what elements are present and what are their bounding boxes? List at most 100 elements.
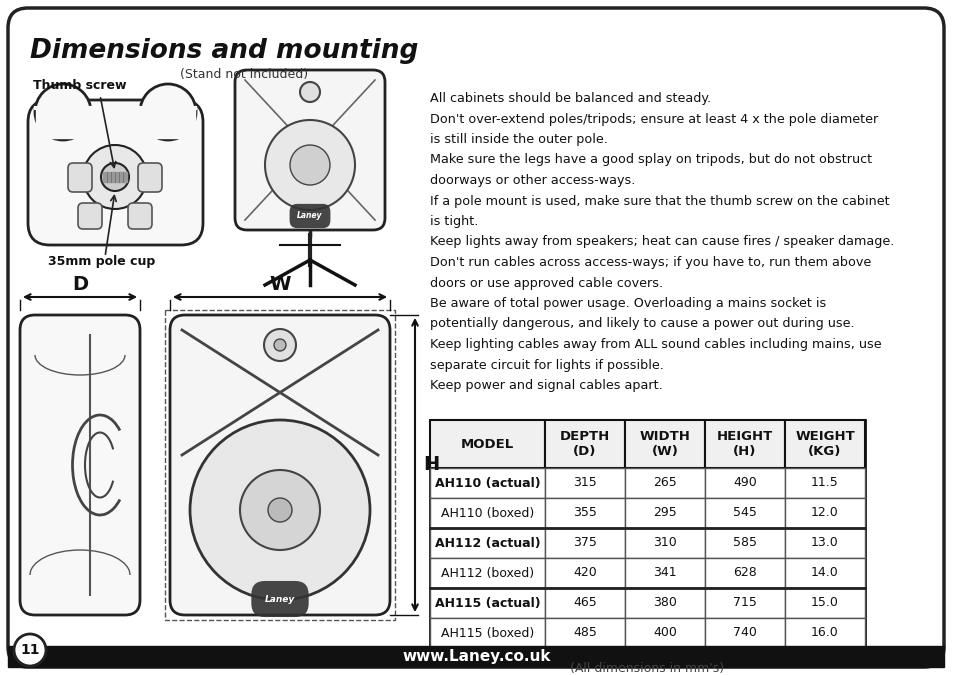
- Text: 400: 400: [653, 626, 677, 639]
- Text: Keep lights away from speakers; heat can cause fires / speaker damage.: Keep lights away from speakers; heat can…: [430, 236, 894, 248]
- Text: doors or use approved cable covers.: doors or use approved cable covers.: [430, 277, 662, 290]
- Text: www.Laney.co.uk: www.Laney.co.uk: [402, 649, 551, 664]
- Circle shape: [265, 120, 355, 210]
- Bar: [784, 588, 864, 618]
- Bar: [544, 558, 624, 588]
- Text: Don't over-extend poles/tripods; ensure at least 4 x the pole diameter: Don't over-extend poles/tripods; ensure …: [430, 113, 878, 126]
- Text: is still inside the outer pole.: is still inside the outer pole.: [430, 133, 607, 146]
- Text: Laney: Laney: [265, 595, 294, 603]
- FancyBboxPatch shape: [170, 315, 390, 615]
- Text: 295: 295: [653, 506, 677, 520]
- Circle shape: [190, 420, 370, 600]
- Text: WEIGHT
(KG): WEIGHT (KG): [794, 430, 854, 458]
- Circle shape: [290, 145, 330, 185]
- Bar: [430, 528, 544, 558]
- Text: If a pole mount is used, make sure that the thumb screw on the cabinet: If a pole mount is used, make sure that …: [430, 194, 889, 207]
- Text: (Stand not included): (Stand not included): [180, 68, 308, 81]
- Text: AH115 (boxed): AH115 (boxed): [440, 626, 534, 639]
- Bar: [704, 420, 784, 468]
- FancyBboxPatch shape: [78, 203, 102, 229]
- Bar: [624, 528, 704, 558]
- Text: 545: 545: [732, 506, 756, 520]
- Text: AH112 (actual): AH112 (actual): [435, 537, 539, 549]
- FancyBboxPatch shape: [234, 70, 385, 230]
- Text: (All dimensions in mm's): (All dimensions in mm's): [570, 662, 723, 675]
- Text: 485: 485: [573, 626, 597, 639]
- FancyBboxPatch shape: [138, 163, 162, 192]
- Circle shape: [274, 339, 286, 351]
- Text: AH112 (boxed): AH112 (boxed): [440, 566, 534, 580]
- Circle shape: [83, 145, 147, 209]
- Circle shape: [268, 498, 292, 522]
- Circle shape: [240, 470, 319, 550]
- Text: 310: 310: [653, 537, 677, 549]
- FancyBboxPatch shape: [128, 203, 152, 229]
- Text: 585: 585: [732, 537, 757, 549]
- Bar: [8, 646, 943, 667]
- Bar: [544, 468, 624, 498]
- Bar: [624, 618, 704, 648]
- Bar: [704, 528, 784, 558]
- Text: MODEL: MODEL: [460, 437, 514, 450]
- Circle shape: [14, 634, 46, 666]
- Text: 380: 380: [653, 597, 677, 610]
- Text: Don't run cables across access-ways; if you have to, run them above: Don't run cables across access-ways; if …: [430, 256, 870, 269]
- Text: 715: 715: [732, 597, 756, 610]
- Text: 13.0: 13.0: [810, 537, 838, 549]
- Text: Laney: Laney: [297, 211, 322, 221]
- FancyBboxPatch shape: [20, 315, 140, 615]
- Text: Thumb screw: Thumb screw: [33, 79, 127, 92]
- Text: Make sure the legs have a good splay on tripods, but do not obstruct: Make sure the legs have a good splay on …: [430, 153, 871, 167]
- Text: 375: 375: [573, 537, 597, 549]
- Text: 14.0: 14.0: [810, 566, 838, 580]
- Text: Keep lighting cables away from ALL sound cables including mains, use: Keep lighting cables away from ALL sound…: [430, 338, 881, 351]
- Bar: [784, 618, 864, 648]
- Text: 490: 490: [732, 477, 756, 489]
- Text: 355: 355: [573, 506, 597, 520]
- Text: 35mm pole cup: 35mm pole cup: [48, 255, 155, 268]
- Bar: [784, 528, 864, 558]
- Circle shape: [264, 329, 295, 361]
- Bar: [430, 468, 544, 498]
- Text: 341: 341: [653, 566, 676, 580]
- Bar: [36, 108, 194, 138]
- Bar: [544, 528, 624, 558]
- Circle shape: [101, 163, 129, 191]
- Bar: [624, 498, 704, 528]
- Text: D: D: [71, 275, 88, 294]
- Text: 465: 465: [573, 597, 597, 610]
- Bar: [430, 420, 544, 468]
- FancyBboxPatch shape: [68, 163, 91, 192]
- Text: 315: 315: [573, 477, 597, 489]
- Text: 420: 420: [573, 566, 597, 580]
- Bar: [704, 588, 784, 618]
- Text: Be aware of total power usage. Overloading a mains socket is: Be aware of total power usage. Overloadi…: [430, 297, 825, 310]
- Text: HEIGHT
(H): HEIGHT (H): [716, 430, 772, 458]
- Text: 15.0: 15.0: [810, 597, 838, 610]
- Text: 265: 265: [653, 477, 677, 489]
- Bar: [544, 498, 624, 528]
- Bar: [544, 618, 624, 648]
- Text: separate circuit for lights if possible.: separate circuit for lights if possible.: [430, 358, 663, 371]
- Bar: [624, 558, 704, 588]
- Bar: [103, 172, 127, 182]
- Text: Keep power and signal cables apart.: Keep power and signal cables apart.: [430, 379, 662, 392]
- Bar: [784, 558, 864, 588]
- Bar: [784, 498, 864, 528]
- Text: AH110 (boxed): AH110 (boxed): [440, 506, 534, 520]
- Text: 12.0: 12.0: [810, 506, 838, 520]
- Bar: [544, 420, 624, 468]
- Bar: [624, 588, 704, 618]
- Text: 740: 740: [732, 626, 756, 639]
- Text: DEPTH
(D): DEPTH (D): [559, 430, 610, 458]
- Bar: [624, 468, 704, 498]
- Circle shape: [299, 82, 319, 102]
- Bar: [704, 558, 784, 588]
- Bar: [430, 618, 544, 648]
- Bar: [704, 468, 784, 498]
- Text: 11.5: 11.5: [810, 477, 838, 489]
- Text: AH110 (actual): AH110 (actual): [435, 477, 539, 489]
- Bar: [704, 618, 784, 648]
- FancyBboxPatch shape: [28, 100, 203, 245]
- Text: doorways or other access-ways.: doorways or other access-ways.: [430, 174, 635, 187]
